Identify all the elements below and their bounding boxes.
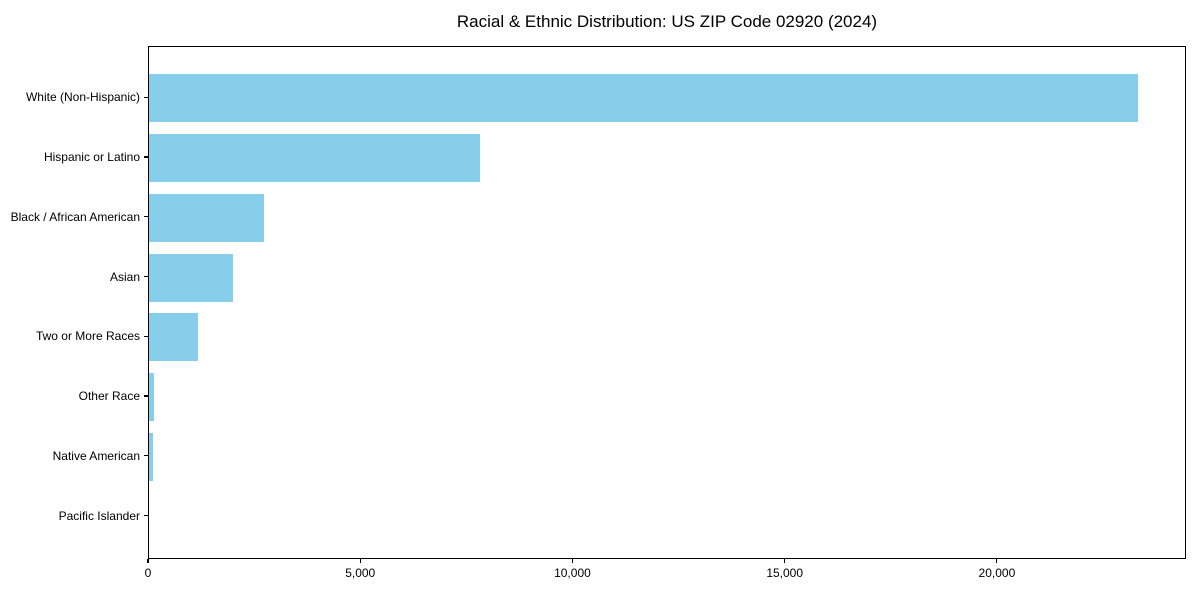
xtick-mark <box>147 559 149 563</box>
plot-area <box>148 46 1186 559</box>
xtick-mark <box>784 559 786 563</box>
bar-white-non-hispanic <box>149 74 1138 123</box>
ytick-mark <box>144 275 148 278</box>
bar-black-african-american <box>149 193 265 242</box>
bar-hispanic-or-latino <box>149 133 481 182</box>
xtick-label-10000: 10,000 <box>554 566 591 580</box>
xtick-mark <box>996 559 998 563</box>
ytick-label-native-american: Native American <box>52 448 140 463</box>
ytick-mark <box>144 514 148 517</box>
ytick-mark <box>144 395 148 397</box>
xtick-label-15000: 15,000 <box>766 566 804 580</box>
ytick-mark <box>144 96 148 98</box>
ytick-label-two-or-more-races: Two or More Races <box>35 329 140 344</box>
ytick-label-other-race: Other Race <box>78 389 140 404</box>
ytick-mark <box>144 216 148 218</box>
bar-other-race <box>149 373 154 422</box>
ytick-label-hispanic-or-latino: Hispanic or Latino <box>43 149 140 164</box>
bar-asian <box>149 253 233 302</box>
ytick-label-white-non-hispanic: White (Non-Hispanic) <box>25 90 140 105</box>
ytick-label-pacific-islander: Pacific Islander <box>58 508 140 523</box>
bar-native-american <box>149 432 153 481</box>
chart-title: Racial & Ethnic Distribution: US ZIP Cod… <box>456 12 878 31</box>
bar-two-or-more-races <box>149 313 199 362</box>
xtick-label-5000: 5,000 <box>345 566 376 580</box>
ytick-mark <box>144 335 148 337</box>
xtick-label-20000: 20,000 <box>978 566 1016 580</box>
ytick-mark <box>144 156 148 158</box>
xtick-mark <box>359 559 361 563</box>
ytick-label-asian: Asian <box>109 269 140 284</box>
xtick-label-0: 0 <box>144 566 152 580</box>
ytick-mark <box>144 455 148 457</box>
ytick-label-black-african-american: Black / African American <box>10 209 140 224</box>
xtick-mark <box>571 559 574 563</box>
